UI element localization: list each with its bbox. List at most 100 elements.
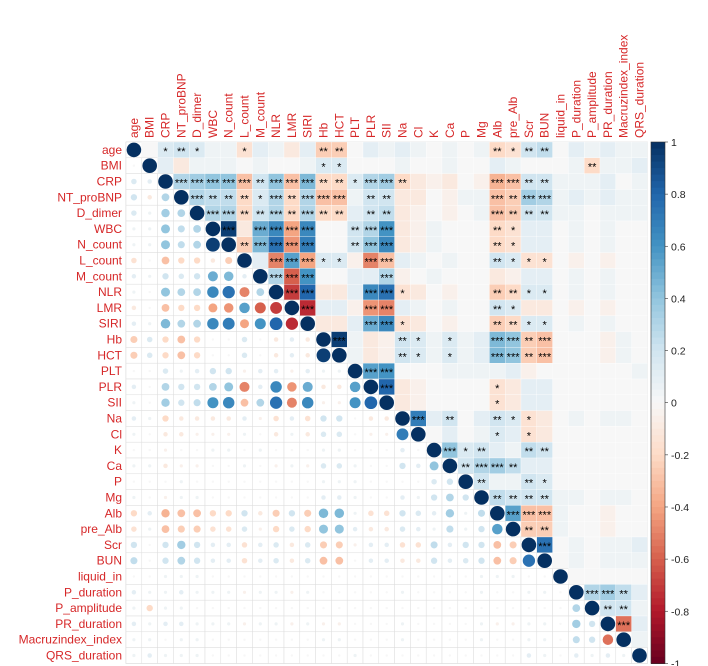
lower-circle [400,495,405,500]
upper-square [441,157,458,174]
upper-square [584,236,601,253]
upper-square [599,157,616,174]
lower-circle [222,317,235,330]
significance-star: *** [475,462,489,474]
lower-circle [290,432,294,436]
significance-star: * [464,446,469,458]
upper-square [599,284,616,301]
lower-circle [353,622,357,626]
upper-square [552,173,569,190]
lower-circle [240,398,249,407]
lower-circle [179,432,184,437]
row-label: K [114,443,122,457]
significance-star: ** [446,415,455,427]
lower-circle [526,653,532,658]
lower-circle [194,416,200,421]
upper-square [457,347,474,364]
upper-square [615,284,632,301]
lower-circle [353,575,357,578]
significance-star: *** [317,193,331,205]
lower-circle [162,368,169,374]
upper-square [347,315,364,332]
row-label: BMI [101,159,122,173]
significance-star: *** [270,272,284,284]
lower-circle [132,432,136,436]
column-label: Na [396,122,410,138]
significance-star: *** [364,367,378,379]
lower-circle [193,352,201,359]
significance-star: ** [493,241,502,253]
upper-square [584,552,601,569]
upper-square [631,552,648,569]
upper-square [552,536,569,553]
colorbar-segment [651,363,665,371]
significance-star: ** [525,209,534,221]
lower-circle [337,480,341,484]
column-label: P [459,130,473,138]
lower-circle [211,432,215,436]
upper-square [631,473,648,490]
significance-star: * [321,162,326,174]
lower-circle [543,575,546,578]
upper-square [520,220,537,237]
upper-square [631,536,648,553]
lower-circle [369,591,373,594]
significance-star: ** [256,209,265,221]
significance-star: * [400,320,405,332]
lower-circle [132,575,136,578]
upper-square [615,173,632,190]
significance-star: *** [270,225,284,237]
column-label: N_count [222,93,236,138]
upper-square [584,347,601,364]
lower-circle [400,638,405,642]
lower-circle [227,606,230,610]
lower-circle [321,622,326,626]
lower-circle [179,653,183,658]
upper-square [536,378,553,395]
lower-circle [447,542,453,548]
row-label: NLR [98,285,122,299]
upper-square [457,220,474,237]
lower-circle [211,606,215,610]
upper-square [568,331,585,348]
upper-square [599,236,616,253]
upper-square [631,410,648,427]
upper-square [315,315,332,332]
upper-square [568,378,585,395]
lower-circle [511,574,515,579]
column-label: liquid_in [554,94,568,138]
significance-star: *** [538,351,552,363]
upper-square [426,252,443,269]
lower-circle [148,243,152,247]
lower-circle [148,369,151,373]
lower-circle [369,606,373,610]
lower-circle [305,432,310,437]
significance-star: *** [538,541,552,553]
significance-star: ** [540,494,549,506]
upper-square [489,442,506,459]
significance-star: * [543,257,548,269]
lower-circle [289,558,295,563]
lower-circle [272,509,280,517]
colorbar-segment [651,552,665,560]
upper-square [441,141,458,158]
upper-square [552,473,569,490]
lower-circle [225,367,232,375]
lower-circle [274,622,278,626]
lower-circle [148,416,152,421]
lower-circle [269,396,283,409]
lower-circle [349,381,361,393]
lower-circle [522,554,536,567]
significance-star: ** [540,209,549,221]
upper-square [473,157,490,174]
lower-circle [258,527,262,531]
upper-square [599,205,616,222]
lower-circle [432,638,436,641]
column-label: Scr [522,120,536,138]
lower-circle [227,448,231,452]
upper-square [536,236,553,253]
colorbar-segment [651,226,665,234]
lower-circle [148,638,152,642]
lower-circle [163,621,168,627]
lower-circle [559,606,562,610]
